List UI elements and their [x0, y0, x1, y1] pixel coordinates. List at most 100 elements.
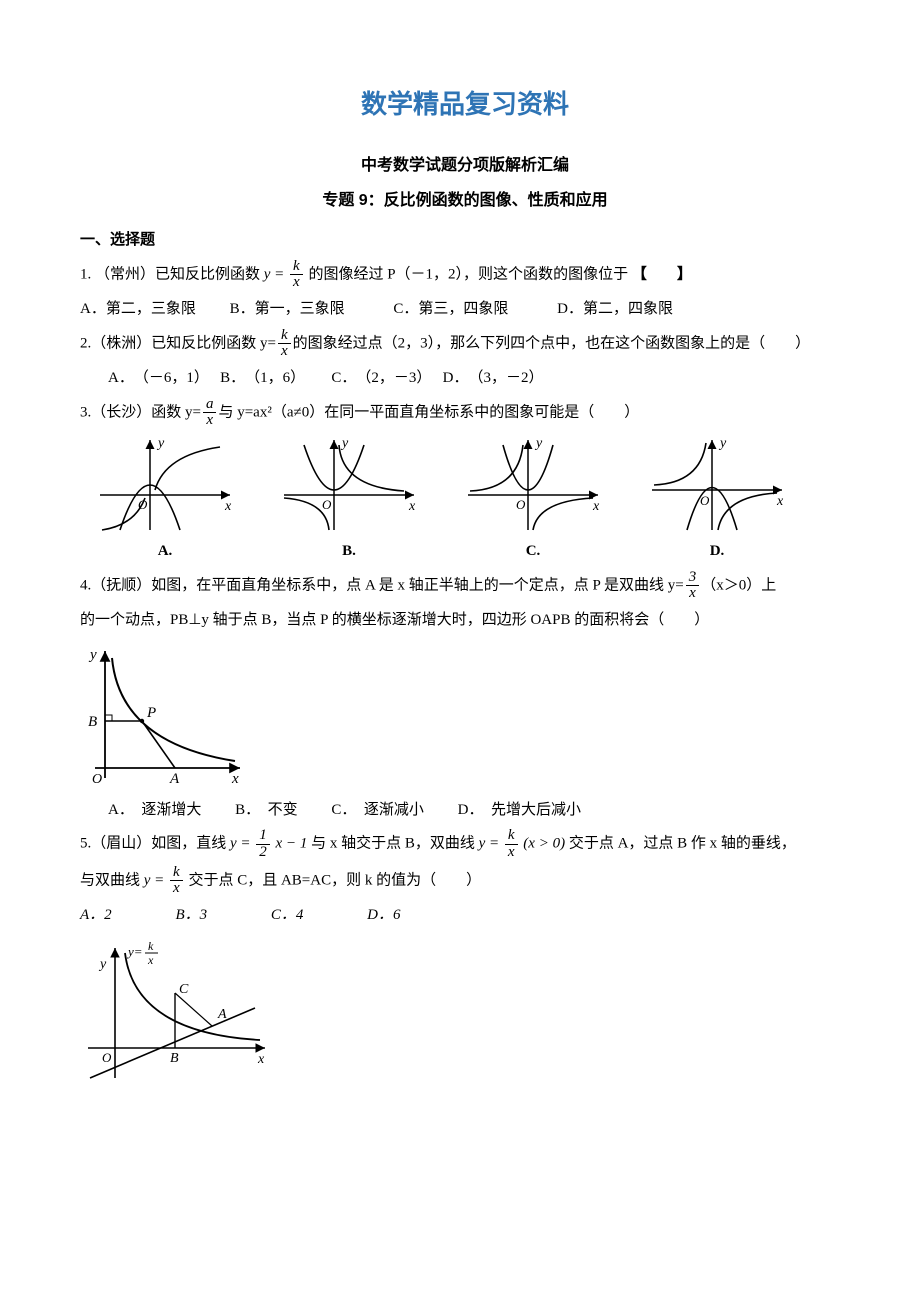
- q1-opt-a: A．第二，三象限: [80, 301, 196, 317]
- q5-b-label: B: [170, 1051, 179, 1066]
- section-heading: 一、选择题: [80, 226, 850, 255]
- q5-eqlabel-x: x: [147, 953, 154, 967]
- svg-text:O: O: [516, 497, 526, 512]
- q5-eq1-den: 2: [256, 845, 270, 861]
- q4-choices: A． 逐渐增大 B． 不变 C． 逐渐减小 D． 先增大后减小: [108, 796, 850, 825]
- q5-y-label: y: [98, 957, 107, 972]
- svg-text:y: y: [340, 436, 349, 451]
- q4-pre: 4.（抚顺）如图，在平面直角坐标系中，点 A 是 x 轴正半轴上的一个定点，点 …: [80, 577, 684, 593]
- q5-eqlabel-k: k: [148, 939, 154, 953]
- svg-text:x: x: [408, 499, 416, 514]
- q5-o-label: O: [102, 1050, 112, 1065]
- q5-mid2: 交于点 A，过点 B 作 x 轴的垂线，: [569, 836, 796, 852]
- q2-opt-a: A． （－6，1）: [108, 370, 201, 386]
- question-1: 1. （常州）已知反比例函数 y = k x 的图像经过 P（－1，2），则这个…: [80, 259, 850, 292]
- q5-eq1-lhs: y =: [230, 836, 251, 852]
- q4-opt-c: C． 逐渐减小: [331, 802, 424, 818]
- q4-x-label: x: [231, 771, 239, 787]
- q3-frac-den: x: [203, 413, 217, 429]
- q1-opt-b: B．第一，三象限: [230, 301, 345, 317]
- q5-eq3-den: x: [170, 881, 183, 897]
- q2-pre: 2.（株洲）已知反比例函数 y=: [80, 335, 276, 351]
- q5-opt-b: B．3: [175, 907, 207, 923]
- q3-frac-num: a: [203, 397, 217, 414]
- q5-eq1-num: 1: [256, 828, 270, 845]
- q4-o-label: O: [92, 772, 102, 787]
- q3-fraction: a x: [203, 397, 217, 430]
- q5-eq2-frac: k x: [505, 828, 518, 861]
- q5-a-label: A: [217, 1007, 227, 1022]
- q5-eq3-lhs: y =: [144, 872, 165, 888]
- question-5: 5.（眉山）如图，直线 y = 1 2 x − 1 与 x 轴交于点 B，双曲线…: [80, 828, 850, 861]
- q5-svg: y x O B C A y= k x: [80, 938, 275, 1083]
- q5-pre: 5.（眉山）如图，直线: [80, 836, 226, 852]
- q5-eq3-num: k: [170, 865, 183, 882]
- svg-text:y: y: [534, 436, 543, 451]
- sub-title-1: 中考数学试题分项版解析汇编: [80, 151, 850, 181]
- q2-frac-num: k: [278, 328, 291, 345]
- q4-opt-a: A． 逐渐增大: [108, 802, 201, 818]
- q4-figure: y x O B P A: [80, 643, 850, 788]
- q3-mid: 与 y=ax²（a≠0）在同一平面直角坐标系中的图象可能是（ ）: [218, 404, 639, 420]
- q2-choices: A． （－6，1） B． （1，6） C． （2，－3） D． （3，－2）: [108, 364, 850, 393]
- q5-eq3-frac: k x: [170, 865, 183, 898]
- svg-text:x: x: [224, 499, 232, 514]
- q1-opt-d: D．第二，四象限: [557, 301, 673, 317]
- q5-eq2-den: x: [505, 845, 518, 861]
- q3-label-d: D.: [642, 537, 792, 566]
- q5-opt-d: D．6: [367, 907, 400, 923]
- q5-eq2-cond: (x > 0): [523, 836, 565, 852]
- q5-mid1: 与 x 轴交于点 B，双曲线: [311, 836, 475, 852]
- q5-opt-c: C．4: [271, 907, 304, 923]
- q3-fig-b: x y O B.: [274, 435, 424, 566]
- q4-mid: （x＞0）上: [701, 577, 776, 593]
- q4-frac-num: 3: [686, 570, 700, 587]
- q4-frac-den: x: [686, 586, 700, 602]
- q1-fraction: k x: [290, 259, 303, 292]
- q1-eq-lhs: y =: [264, 266, 285, 282]
- q4-b-label: B: [88, 714, 97, 730]
- q3-label-a: A.: [90, 537, 240, 566]
- q3-svg-a: x y O: [90, 435, 240, 535]
- q5-eq2-num: k: [505, 828, 518, 845]
- q5-eq2-lhs: y =: [479, 836, 500, 852]
- q2-frac-den: x: [278, 344, 291, 360]
- q1-frac-num: k: [290, 259, 303, 276]
- svg-text:O: O: [322, 497, 332, 512]
- q4-a-label: A: [169, 771, 180, 787]
- question-2: 2.（株洲）已知反比例函数 y= k x 的图象经过点（2，3），那么下列四个点…: [80, 328, 850, 361]
- q5-eqlabel-y: y=: [126, 944, 143, 959]
- question-4: 4.（抚顺）如图，在平面直角坐标系中，点 A 是 x 轴正半轴上的一个定点，点 …: [80, 570, 850, 603]
- q2-fraction: k x: [278, 328, 291, 361]
- q3-svg-d: x y O: [642, 435, 792, 535]
- q2-opt-c: C． （2，－3）: [331, 370, 424, 386]
- q3-label-b: B.: [274, 537, 424, 566]
- q3-pre: 3.（长沙）函数 y=: [80, 404, 201, 420]
- q4-line2: 的一个动点，PB⊥y 轴于点 B，当点 P 的横坐标逐渐增大时，四边形 OAPB…: [80, 606, 850, 635]
- q1-frac-den: x: [290, 275, 303, 291]
- q5-opt-a: A．2: [80, 907, 112, 923]
- q5-figure: y x O B C A y= k x: [80, 938, 850, 1083]
- q3-svg-c: x y O: [458, 435, 608, 535]
- q3-fig-a: x y O A.: [90, 435, 240, 566]
- q5-eq1-rest: x − 1: [276, 836, 308, 852]
- q4-p-label: P: [146, 705, 156, 721]
- q1-opt-c: C．第三，四象限: [393, 301, 508, 317]
- q5-choices: A．2 B．3 C．4 D．6: [80, 901, 850, 930]
- q4-svg: y x O B P A: [80, 643, 250, 788]
- svg-text:y: y: [718, 436, 727, 451]
- q2-opt-b: B． （1，6）: [220, 370, 298, 386]
- sub-title-2: 专题 9：反比例函数的图像、性质和应用: [80, 186, 850, 216]
- q4-y-label: y: [88, 647, 97, 663]
- svg-text:x: x: [776, 494, 784, 509]
- q4-fraction: 3 x: [686, 570, 700, 603]
- q1-choices: A．第二，三象限 B．第一，三象限 C．第三，四象限 D．第二，四象限: [80, 295, 850, 324]
- q2-mid: 的图象经过点（2，3），那么下列四个点中，也在这个函数图象上的是（ ）: [293, 335, 811, 351]
- q3-figure-row: x y O A. x y O B.: [90, 435, 850, 566]
- q2-opt-d: D． （3，－2）: [443, 370, 544, 386]
- q4-opt-d: D． 先增大后减小: [458, 802, 581, 818]
- svg-text:x: x: [592, 499, 600, 514]
- q5-line2: 与双曲线 y = k x 交于点 C，且 AB=AC，则 k 的值为（ ）: [80, 865, 850, 898]
- q5-line2-pre: 与双曲线: [80, 872, 140, 888]
- q4-opt-b: B． 不变: [235, 802, 298, 818]
